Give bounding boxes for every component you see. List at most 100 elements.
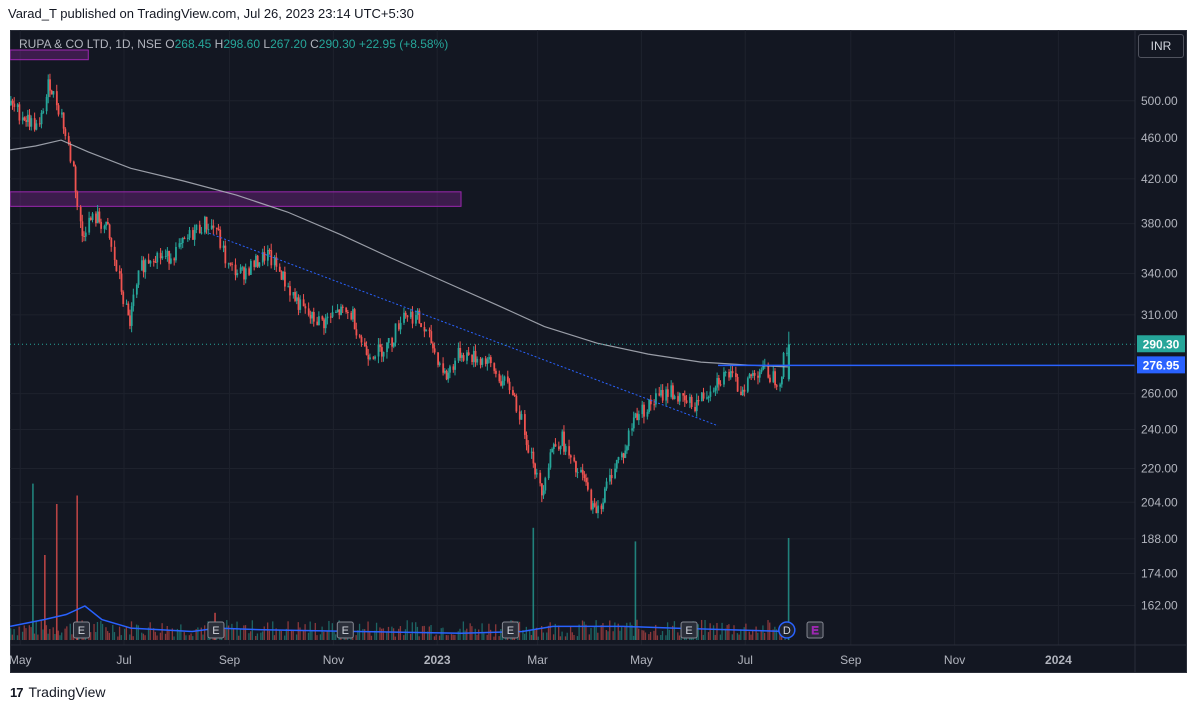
- volume-bar: [232, 628, 235, 640]
- volume-spike: [787, 538, 790, 640]
- volume-bar: [387, 626, 390, 640]
- volume-bar: [607, 631, 609, 640]
- candle-body: [615, 459, 618, 469]
- candle-body: [270, 250, 273, 266]
- volume-bar: [147, 627, 150, 640]
- candle-body: [748, 374, 751, 379]
- candle-body: [198, 224, 201, 233]
- candle-body: [89, 217, 92, 221]
- volume-bar: [118, 626, 121, 640]
- volume-bar: [552, 634, 555, 640]
- volume-bar: [581, 620, 584, 640]
- close-value: 290.30: [318, 37, 356, 51]
- candle-body: [23, 117, 26, 121]
- symbol-label[interactable]: RUPA & CO LTD, 1D, NSE: [19, 37, 162, 51]
- volume-bar: [573, 635, 575, 640]
- volume-bar: [307, 632, 310, 640]
- volume-bar: [743, 627, 745, 640]
- earnings-marker-label: E: [811, 625, 818, 637]
- volume-bar: [398, 628, 400, 640]
- candle-body: [105, 221, 108, 226]
- volume-bar: [542, 632, 545, 640]
- volume-bar: [326, 631, 328, 640]
- candle-body: [350, 312, 353, 320]
- volume-bar: [323, 631, 325, 640]
- candle-body: [418, 310, 421, 324]
- volume-bar: [462, 621, 465, 640]
- candle-body: [21, 117, 24, 121]
- volume-bar: [13, 629, 15, 640]
- volume-bar: [391, 626, 393, 640]
- chart-frame: [10, 30, 1187, 673]
- candle-body: [392, 342, 395, 347]
- candle-body: [62, 112, 65, 129]
- candle-body: [498, 373, 501, 382]
- candle-body: [437, 352, 439, 365]
- candle-body: [433, 348, 436, 353]
- volume-bar: [125, 626, 128, 640]
- candle-body: [360, 336, 363, 343]
- candle-body: [289, 286, 291, 296]
- volume-bar: [489, 629, 492, 640]
- volume-bar: [105, 627, 107, 640]
- candle-body: [718, 378, 720, 385]
- candle-body: [719, 384, 722, 386]
- currency-button[interactable]: INR: [1138, 34, 1184, 58]
- candle-body: [379, 344, 382, 348]
- volume-bar: [740, 629, 742, 640]
- volume-bar: [227, 625, 230, 640]
- candle-body: [666, 389, 669, 397]
- candle-body: [442, 363, 445, 373]
- volume-bar: [30, 627, 32, 640]
- candle-body: [706, 397, 708, 399]
- volume-bar: [149, 622, 151, 640]
- top-zone: [10, 49, 89, 61]
- volume-spike: [634, 541, 637, 640]
- candle-body: [406, 315, 409, 318]
- volume-bar: [35, 620, 37, 640]
- candle-body: [243, 267, 245, 280]
- candle-body: [207, 229, 210, 231]
- volume-bar: [285, 628, 288, 640]
- candle-body: [241, 267, 244, 269]
- candle-body: [96, 211, 99, 224]
- volume-bar: [418, 636, 420, 640]
- volume-bar: [643, 630, 645, 640]
- candle-body: [377, 344, 380, 357]
- volume-bar: [266, 622, 269, 640]
- volume-bar: [763, 632, 766, 640]
- candle-body: [142, 260, 145, 273]
- volume-bar: [614, 622, 616, 640]
- candle-body: [740, 391, 742, 396]
- candle-body: [205, 216, 208, 230]
- volume-bar: [195, 629, 197, 640]
- candle-body: [152, 261, 155, 263]
- volume-bar: [357, 630, 359, 640]
- candle-body: [723, 372, 725, 385]
- candle-body: [626, 446, 628, 451]
- dividend-marker: [778, 621, 796, 639]
- candle-body: [493, 363, 496, 371]
- candle-body: [40, 112, 43, 125]
- volume-bar: [40, 620, 42, 640]
- price-chart[interactable]: E E E E E E D 162.00 174.00 188.00 204.00 220.00 240…: [10, 30, 1187, 673]
- volume-bar: [578, 624, 580, 640]
- candle-body: [534, 463, 537, 475]
- candle-body: [672, 385, 674, 400]
- volume-bar: [369, 632, 371, 640]
- volume-bar: [176, 628, 179, 640]
- volume-bar: [525, 626, 527, 640]
- candle-body: [261, 252, 264, 263]
- volume-bar: [704, 619, 706, 640]
- candle-body: [694, 406, 696, 412]
- candle-body: [535, 472, 538, 475]
- candle-body: [399, 322, 402, 330]
- volume-bar: [457, 631, 459, 640]
- candle-body: [268, 249, 271, 251]
- volume-bar: [450, 634, 453, 640]
- candle-body: [622, 453, 625, 458]
- candle-body: [374, 356, 377, 359]
- volume-bar: [238, 635, 240, 640]
- volume-bar: [304, 624, 306, 640]
- volume-bar: [112, 624, 114, 640]
